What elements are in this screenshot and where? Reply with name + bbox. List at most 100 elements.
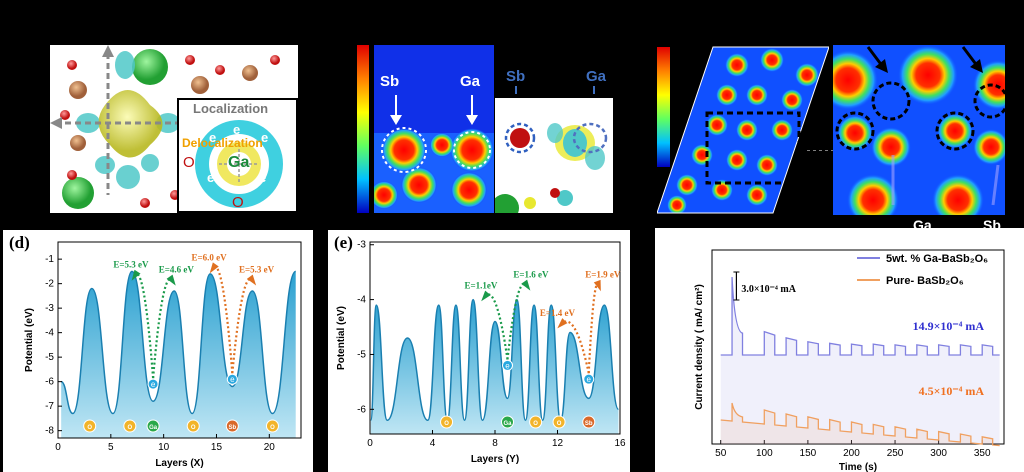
- legend-entry: 5wt. % Ga-BaSb₂O₆: [886, 253, 988, 265]
- atom-label: O: [128, 425, 133, 431]
- energy-annotation: E=1.6 eV: [513, 270, 549, 280]
- atom-label: O: [87, 425, 92, 431]
- energy-annotation: E=4.6 eV: [159, 265, 195, 275]
- panel-b-density-map: Sb Ga: [374, 45, 494, 213]
- y-axis-label: Current density ( mA/ cm²): [694, 284, 705, 410]
- x-tick-label: 250: [887, 448, 904, 459]
- atom-marker: [501, 415, 514, 429]
- series-value-label: 4.5×10⁻⁴ mA: [919, 384, 985, 398]
- electron-marker: [502, 359, 513, 371]
- panel-d: 0 5 10 15 20 -8 -7 -6 -5 -4 -3 -2 -1 Layers (X) Potent…: [3, 230, 313, 472]
- atom-marker: [552, 415, 566, 429]
- sb-atom: [242, 65, 258, 81]
- atom-marker: [440, 415, 454, 429]
- escape-arrowhead: [166, 274, 176, 286]
- atom-label: Sb: [228, 425, 236, 431]
- sb-label: Sb: [380, 73, 400, 90]
- energy-annotation: E=1.9 eV: [585, 270, 621, 280]
- series-line: [720, 276, 1000, 356]
- electron-label: e: [151, 380, 156, 389]
- atom-label: Sb: [585, 421, 593, 427]
- ba-atom: [62, 177, 94, 209]
- plot-frame: [711, 249, 1005, 445]
- x-axis-label: Time (s): [839, 462, 877, 472]
- x-axis-label: Layers (X): [155, 458, 203, 469]
- atom-label: O: [191, 425, 196, 431]
- escape-arrowhead: [557, 318, 568, 329]
- atom-marker: [225, 419, 239, 433]
- escape-arrowhead: [593, 279, 601, 292]
- x-tick-label: 350: [974, 448, 991, 459]
- escape-arrow: [560, 320, 590, 374]
- sb-label-2: Sb: [506, 68, 526, 85]
- o-atom: [67, 60, 77, 70]
- x-axis-label: Layers (Y): [471, 454, 519, 465]
- potential-area: [370, 299, 619, 434]
- photocurrent-chart: 50 100 150 200 250 300 350 Time (s) Current dens…: [694, 249, 1005, 472]
- electron-label: e: [505, 361, 510, 370]
- panel-a-illustration: [50, 45, 280, 209]
- escape-arrowhead: [521, 279, 531, 291]
- x-tick-label: 4: [430, 438, 436, 449]
- x-tick-label: 15: [211, 442, 223, 453]
- ba-atom: [132, 49, 168, 85]
- x-tick-label: 5: [108, 442, 114, 453]
- x-tick-label: 16: [614, 438, 626, 449]
- x-tick-label: 50: [715, 448, 727, 459]
- delocalization-label: Delocalization: [182, 136, 263, 150]
- atom-marker: [146, 419, 160, 433]
- y-tick-label: -2: [45, 279, 54, 290]
- y-tick-label: -3: [45, 303, 54, 314]
- electron-marker: [583, 373, 595, 385]
- energy-annotation: E=5.3 eV: [113, 260, 149, 270]
- charge-lobe: [95, 156, 115, 174]
- escape-arrowhead: [481, 290, 491, 302]
- electron-label: e: [233, 122, 241, 137]
- charge-lobe: [141, 154, 159, 172]
- atom-label: O: [533, 421, 538, 427]
- ga-label-2: Ga: [586, 68, 607, 85]
- atom-label: Ga: [149, 425, 158, 431]
- legend-entry: Pure- BaSb₂O₆: [886, 275, 964, 287]
- y-tick-label: -6: [45, 377, 54, 388]
- atom-label: Ga: [503, 421, 512, 427]
- y-tick-label: -3: [357, 240, 366, 251]
- escape-arrowhead: [246, 274, 257, 286]
- x-tick-label: 150: [800, 448, 817, 459]
- panel-label: (e): [334, 233, 353, 252]
- atom-marker: [186, 419, 200, 433]
- y-tick-label: -5: [45, 352, 54, 363]
- o-atom: [140, 198, 150, 208]
- series-line: [720, 402, 1000, 447]
- escape-arrow: [231, 277, 254, 374]
- potential-area: [61, 271, 296, 438]
- escape-arrow: [133, 273, 155, 379]
- electron-marker: [226, 373, 238, 385]
- panel-f: 50 100 150 200 250 300 350 Time (s) Current dens…: [655, 228, 1024, 472]
- x-tick-label: 20: [264, 442, 276, 453]
- y-tick-label: -8: [45, 426, 54, 437]
- charge-lobe: [116, 165, 140, 189]
- o-atom: [67, 170, 77, 180]
- x-tick-label: 300: [930, 448, 947, 459]
- x-tick-label: 12: [552, 438, 564, 449]
- escape-arrowhead: [209, 262, 219, 274]
- x-tick-label: 100: [756, 448, 773, 459]
- y-tick-label: -1: [45, 254, 54, 265]
- panel-c-dotted-connector: [807, 143, 835, 151]
- x-tick-label: 200: [843, 448, 860, 459]
- panel-a-charge-density: Localization Delocalization Ga O O e e e…: [50, 45, 298, 213]
- panel-c-slice: [657, 45, 829, 215]
- charge-lobe: [115, 51, 135, 79]
- x-tick-label: 10: [158, 442, 170, 453]
- y-tick-label: -4: [45, 328, 54, 339]
- ga-label: Ga: [460, 73, 481, 90]
- o-atom: [60, 110, 70, 120]
- ga-label: Ga: [228, 154, 250, 171]
- panel-b-isosurface: [494, 97, 614, 214]
- y-tick-label: -6: [357, 404, 366, 415]
- potential-y-chart: 0 4 8 12 16 -6 -5 -4 -3 Layers (Y) Potential (eV) (…: [334, 233, 626, 465]
- panel-e: 0 4 8 12 16 -6 -5 -4 -3 Layers (Y) Potential (eV) (…: [328, 230, 630, 472]
- plot-frame: [57, 241, 302, 439]
- o-atom: [185, 55, 195, 65]
